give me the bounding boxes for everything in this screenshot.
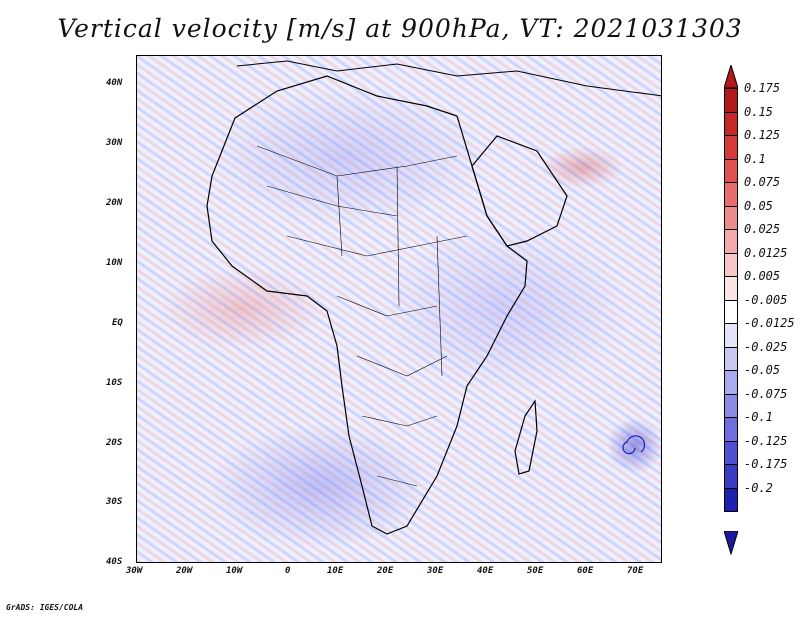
colorbar-level-label: 0.05 <box>744 198 773 213</box>
colorbar-level-label: -0.0125 <box>744 316 795 330</box>
lon-label-10w: 10W <box>226 566 243 576</box>
lon-label-0: 0 <box>285 566 291 576</box>
country-borders <box>256 145 468 487</box>
colorbar-cell <box>724 300 738 324</box>
colorbar-level-label: 0.0125 <box>744 245 788 260</box>
colorbar-level-label: 0.175 <box>744 81 781 95</box>
colorbar-cell <box>724 465 738 489</box>
colorbar-cell <box>724 488 738 512</box>
lat-label-20n: 20N <box>106 198 123 208</box>
lat-label-20s: 20S <box>106 438 123 448</box>
africa-outline-layer <box>206 60 661 535</box>
colorbar-cell <box>724 112 738 136</box>
colorbar-level-label: -0.2 <box>744 480 773 495</box>
lat-label-30n: 30N <box>106 138 123 148</box>
colorbar-cell <box>724 136 738 160</box>
lat-label-eq: EQ <box>112 318 123 328</box>
lon-label-50e: 50E <box>527 566 544 576</box>
madagascar-coastline <box>514 399 538 475</box>
vertical-velocity-map <box>136 55 662 563</box>
grads-credit: GrADS: IGES/COLA <box>6 603 84 612</box>
colorbar-level-label: -0.005 <box>744 292 788 307</box>
colorbar-level-label: 0.025 <box>744 222 781 236</box>
africa-coastline <box>206 75 528 535</box>
colorbar-cell <box>724 394 738 418</box>
colorbar-top-arrow <box>724 65 738 89</box>
colorbar-level-label: -0.05 <box>744 363 781 377</box>
lon-label-40e: 40E <box>477 566 494 576</box>
lat-label-10s: 10S <box>106 378 123 388</box>
lon-label-60e: 60E <box>577 566 594 576</box>
colorbar-level-label: -0.125 <box>744 433 788 448</box>
lat-label-30s: 30S <box>106 497 123 507</box>
colorbar-level-label: 0.15 <box>744 104 773 119</box>
colorbar-cell <box>724 159 738 183</box>
lon-label-10e: 10E <box>327 566 344 576</box>
colorbar-level-label: 0.075 <box>744 175 781 189</box>
colorbar-level-label: -0.1 <box>744 410 773 424</box>
colorbar-level-label: -0.175 <box>744 457 788 471</box>
map-title: Vertical velocity [m/s] at 900hPa, VT: 2… <box>57 14 743 43</box>
colorbar-level-label: 0.1 <box>744 151 766 166</box>
colorbar <box>724 88 738 512</box>
lat-label-40s: 40S <box>106 557 123 567</box>
lon-label-20w: 20W <box>176 566 193 576</box>
colorbar-cell <box>724 418 738 442</box>
lat-label-10n: 10N <box>106 258 123 268</box>
arabia-coastline <box>471 135 568 247</box>
lon-label-70e: 70E <box>627 566 644 576</box>
colorbar-cell <box>724 324 738 348</box>
colorbar-cell <box>724 206 738 230</box>
lon-label-20e: 20E <box>377 566 394 576</box>
lon-label-30e: 30E <box>427 566 444 576</box>
colorbar-cell <box>724 253 738 277</box>
colorbar-level-label: -0.025 <box>744 339 788 354</box>
colorbar-cell <box>724 277 738 301</box>
colorbar-cell <box>724 230 738 254</box>
colorbar-cell <box>724 89 738 113</box>
colorbar-cell <box>724 347 738 371</box>
colorbar-level-label: 0.125 <box>744 128 781 142</box>
europe-coastline <box>236 60 661 97</box>
storm-swirl <box>622 435 646 455</box>
colorbar-level-label: -0.075 <box>744 386 788 401</box>
lat-label-40n: 40N <box>106 78 123 88</box>
lon-label-30w: 30W <box>126 566 143 576</box>
colorbar-cell <box>724 371 738 395</box>
colorbar-cell <box>724 183 738 207</box>
colorbar-bottom-arrow <box>724 531 738 555</box>
colorbar-level-label: 0.005 <box>744 269 781 283</box>
colorbar-cell <box>724 441 738 465</box>
